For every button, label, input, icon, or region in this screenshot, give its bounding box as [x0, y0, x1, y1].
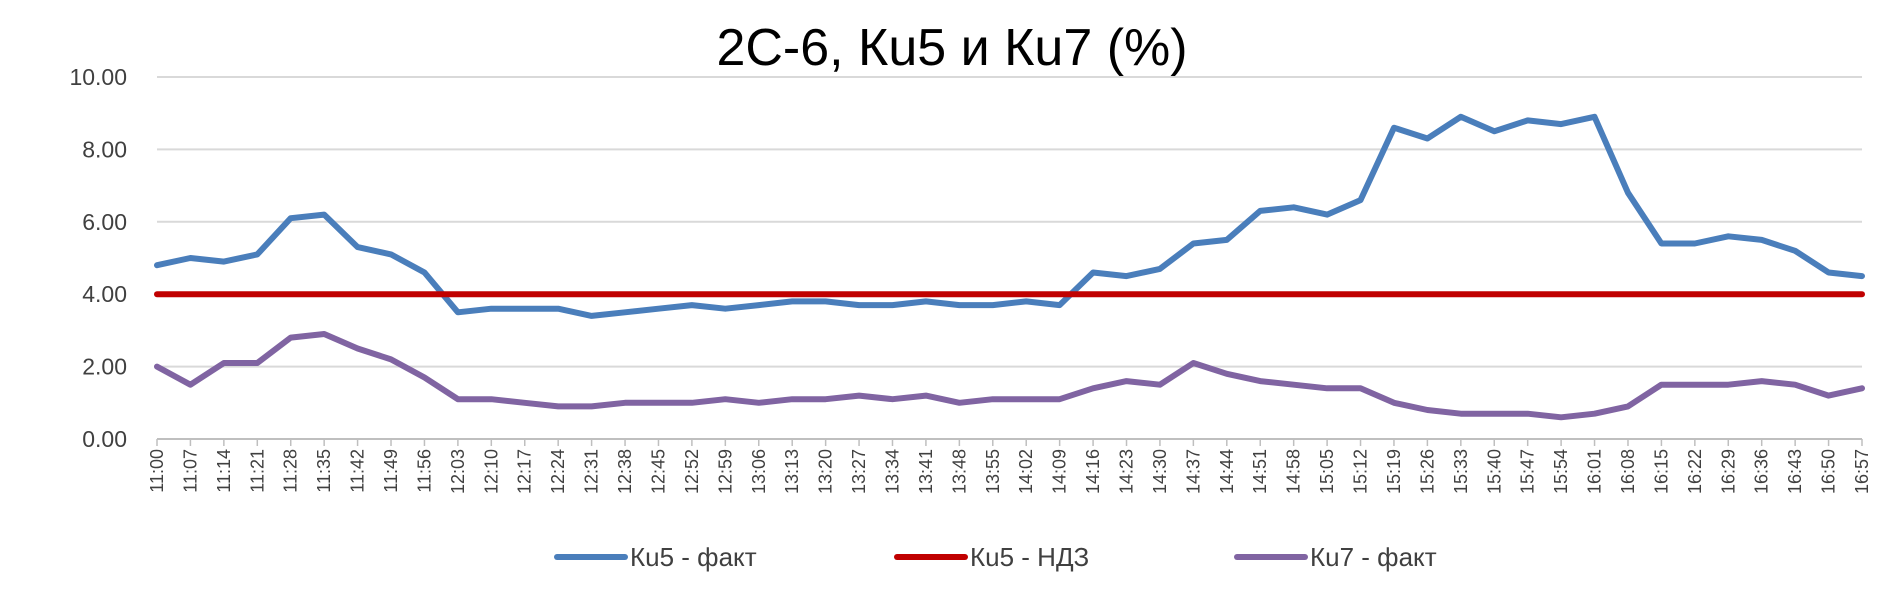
y-tick-label: 10.00: [69, 64, 127, 90]
x-tick-label: 15:54: [1551, 449, 1571, 494]
x-tick-label: 12:59: [715, 449, 735, 494]
x-tick-label: 13:41: [916, 449, 936, 494]
legend-label: Кu5 - факт: [630, 542, 757, 572]
x-tick-label: 12:45: [648, 449, 668, 494]
x-tick-label: 14:02: [1016, 449, 1036, 494]
x-tick-label: 14:16: [1083, 449, 1103, 494]
x-tick-label: 16:01: [1585, 449, 1605, 494]
y-tick-label: 6.00: [82, 209, 127, 235]
x-tick-label: 12:24: [548, 449, 568, 494]
x-tick-label: 15:40: [1484, 449, 1504, 494]
x-tick-label: 14:58: [1284, 449, 1304, 494]
x-tick-label: 12:03: [448, 449, 468, 494]
y-tick-label: 2.00: [82, 354, 127, 380]
x-tick-label: 15:12: [1351, 449, 1371, 494]
x-tick-label: 12:31: [582, 449, 602, 494]
x-tick-label: 16:43: [1785, 449, 1805, 494]
x-tick-label: 13:13: [782, 449, 802, 494]
x-tick-label: 13:20: [816, 449, 836, 494]
series-line-3: [154, 331, 1865, 421]
x-tick-label: 16:36: [1752, 449, 1772, 494]
x-tick-label: 14:30: [1150, 449, 1170, 494]
x-tick-label: 11:00: [147, 449, 167, 493]
x-tick-label: 15:33: [1451, 449, 1471, 494]
y-axis-tick-labels: 0.00 2.00 4.00 6.00 8.00 10.00: [69, 64, 127, 452]
legend-item: Кu7 - факт: [1234, 542, 1437, 572]
chart-title: 2С-6, Кu5 и Кu7 (%): [716, 19, 1187, 77]
legend-label: Кu7 - факт: [1310, 542, 1437, 572]
legend-item: Кu5 - факт: [554, 542, 757, 572]
series-line-1: [154, 113, 1865, 319]
legend-item: Кu5 - НДЗ: [894, 542, 1089, 572]
x-tick-label: 13:27: [849, 449, 869, 494]
x-tick-label: 11:07: [180, 449, 200, 493]
x-tick-label: 16:15: [1651, 449, 1671, 494]
x-tick-label: 11:35: [314, 449, 334, 493]
x-tick-label: 16:08: [1618, 449, 1638, 494]
x-tick-label: 14:23: [1117, 449, 1137, 494]
plot-area: [154, 113, 1865, 421]
x-tick-label: 13:55: [983, 449, 1003, 494]
gridlines: [157, 76, 1862, 440]
x-tick-label: 14:09: [1050, 449, 1070, 494]
x-tick-label: 11:21: [247, 449, 267, 493]
legend: Кu5 - факт Кu5 - НДЗ Кu7 - факт: [554, 542, 1437, 572]
x-tick-label: 15:19: [1384, 449, 1404, 494]
x-tick-label: 13:06: [749, 449, 769, 494]
y-tick-label: 0.00: [82, 426, 127, 452]
x-tick-label: 11:42: [348, 449, 368, 493]
x-tick-label: 12:52: [682, 449, 702, 494]
x-tick-label: 14:44: [1217, 449, 1237, 494]
x-tick-label: 12:17: [515, 449, 535, 494]
x-tick-label: 11:56: [414, 449, 434, 493]
x-tick-label: 16:50: [1819, 449, 1839, 494]
x-tick-label: 12:38: [615, 449, 635, 494]
x-axis-tick-labels: 11:00 11:07 11:14 11:21 11:28 11:35 11:42 11:49…: [147, 439, 1872, 494]
x-tick-label: 14:51: [1250, 449, 1270, 494]
x-tick-label: 16:29: [1718, 449, 1738, 494]
legend-label: Кu5 - НДЗ: [970, 542, 1089, 572]
x-tick-label: 11:28: [281, 449, 301, 493]
x-tick-label: 16:57: [1852, 449, 1872, 494]
x-tick-label: 13:34: [882, 449, 902, 494]
x-tick-label: 15:26: [1417, 449, 1437, 494]
x-tick-label: 15:05: [1317, 449, 1337, 494]
x-tick-label: 11:49: [381, 449, 401, 493]
x-tick-label: 16:22: [1685, 449, 1705, 494]
x-tick-label: 13:48: [949, 449, 969, 494]
x-tick-label: 12:10: [481, 449, 501, 494]
x-tick-label: 11:14: [214, 449, 234, 493]
x-tick-label: 14:37: [1183, 449, 1203, 494]
x-tick-label: 15:47: [1518, 449, 1538, 494]
y-tick-label: 8.00: [82, 136, 127, 162]
y-tick-label: 4.00: [82, 281, 127, 307]
